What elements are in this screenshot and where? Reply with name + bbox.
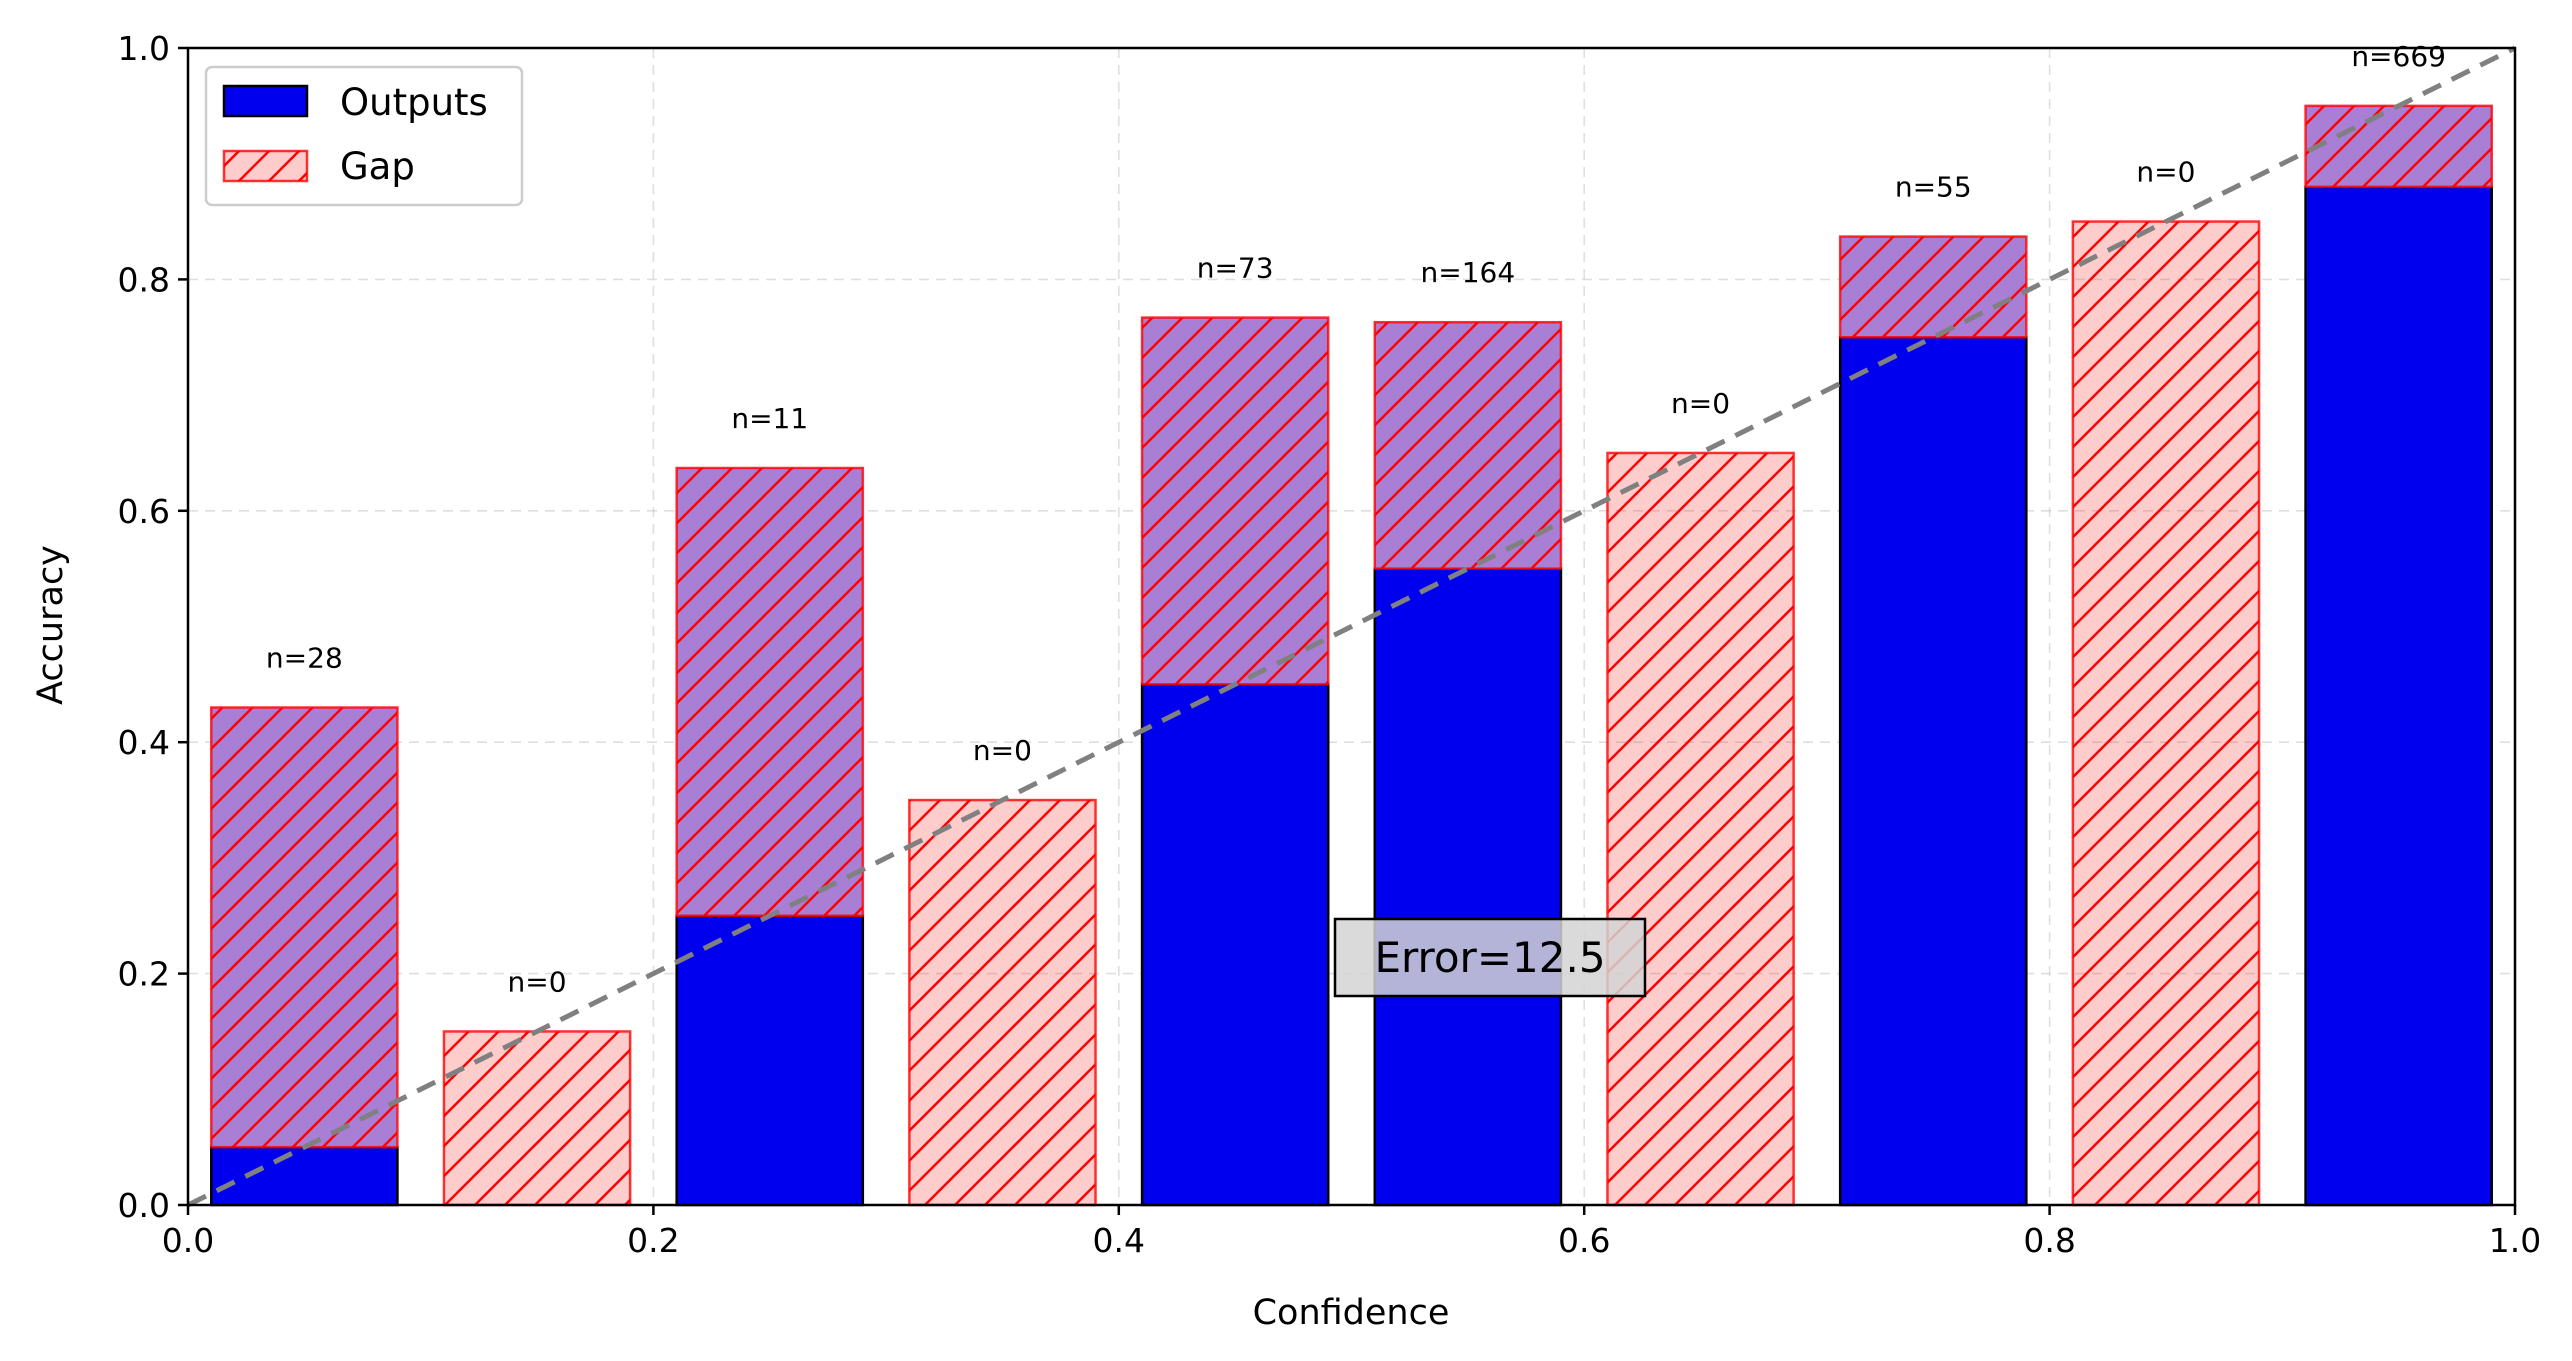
count-label: n=0 [1671,387,1730,420]
y-tick-label: 1.0 [118,29,170,68]
diagonal-layer [186,45,2517,1208]
count-label: n=0 [2136,156,2195,189]
count-label: n=28 [266,641,343,674]
count-label: n=55 [1895,171,1972,204]
count-label: n=0 [508,965,567,998]
axes-frame [186,46,2517,1207]
count-label: n=0 [973,734,1032,767]
gap-bar [1838,235,2028,339]
error-annotation: Error=12.5 [1333,917,1647,998]
gap-bar [2304,104,2493,189]
y-tick-label: 0.2 [118,955,170,994]
legend-gap-label: Gap [340,145,415,188]
error-label: Error=12.5 [1374,933,1605,982]
gap-bar [210,706,399,1149]
x-tick-label: 0.4 [1093,1221,1145,1260]
legend-gap-swatch [222,149,309,183]
x-tick-label: 0.8 [2023,1221,2075,1260]
perfect-calibration-line [186,45,2517,1208]
gap-bar [1606,451,1795,1207]
gap-bar [675,466,865,917]
count-label: n=669 [2351,40,2446,73]
y-tick-label: 0.6 [118,492,170,531]
x-tick-label: 1.0 [2489,1221,2541,1260]
y-tick-label: 0.4 [118,723,170,762]
y-tick-label: 0.0 [118,1186,170,1225]
x-tick-label: 0.2 [627,1221,679,1260]
error-box-background [1333,917,1647,998]
x-tick-label: 0.6 [1558,1221,1610,1260]
outputs-bar [1373,567,1563,1207]
outputs-bar [1140,683,1330,1207]
count-label: n=164 [1421,256,1516,289]
outputs-bar [2304,185,2493,1207]
bars-layer [210,104,2493,1207]
outputs-bar [1838,336,2028,1207]
outputs-bar [210,1145,399,1207]
y-tick-label: 0.8 [118,260,170,299]
x-axis-label: Confidence [1253,1293,1450,1333]
x-tick-label: 0.0 [162,1221,214,1260]
legend-outputs-label: Outputs [340,81,488,124]
gap-bar [1140,316,1330,686]
gap-bar [2071,220,2261,1207]
y-axis-label: Accuracy [31,545,71,705]
legend: Outputs Gap [204,65,524,207]
count-label: n=73 [1197,252,1274,285]
legend-outputs-swatch [222,84,309,118]
outputs-bar [675,914,865,1207]
axes-layer: 0.0 0.2 0.4 0.6 0.8 1.0 0.0 0.2 0.4 0.6 0.8 1.0 [118,29,2542,1260]
count-labels-layer: n=28 n=0 n=11 n=0 n=73 n=164 n=0 n=55 n=0 n=669 [266,40,2446,999]
gap-bar [1373,320,1563,570]
gap-bar [442,1030,632,1207]
count-label: n=11 [731,402,808,435]
gap-bar [908,798,1097,1207]
